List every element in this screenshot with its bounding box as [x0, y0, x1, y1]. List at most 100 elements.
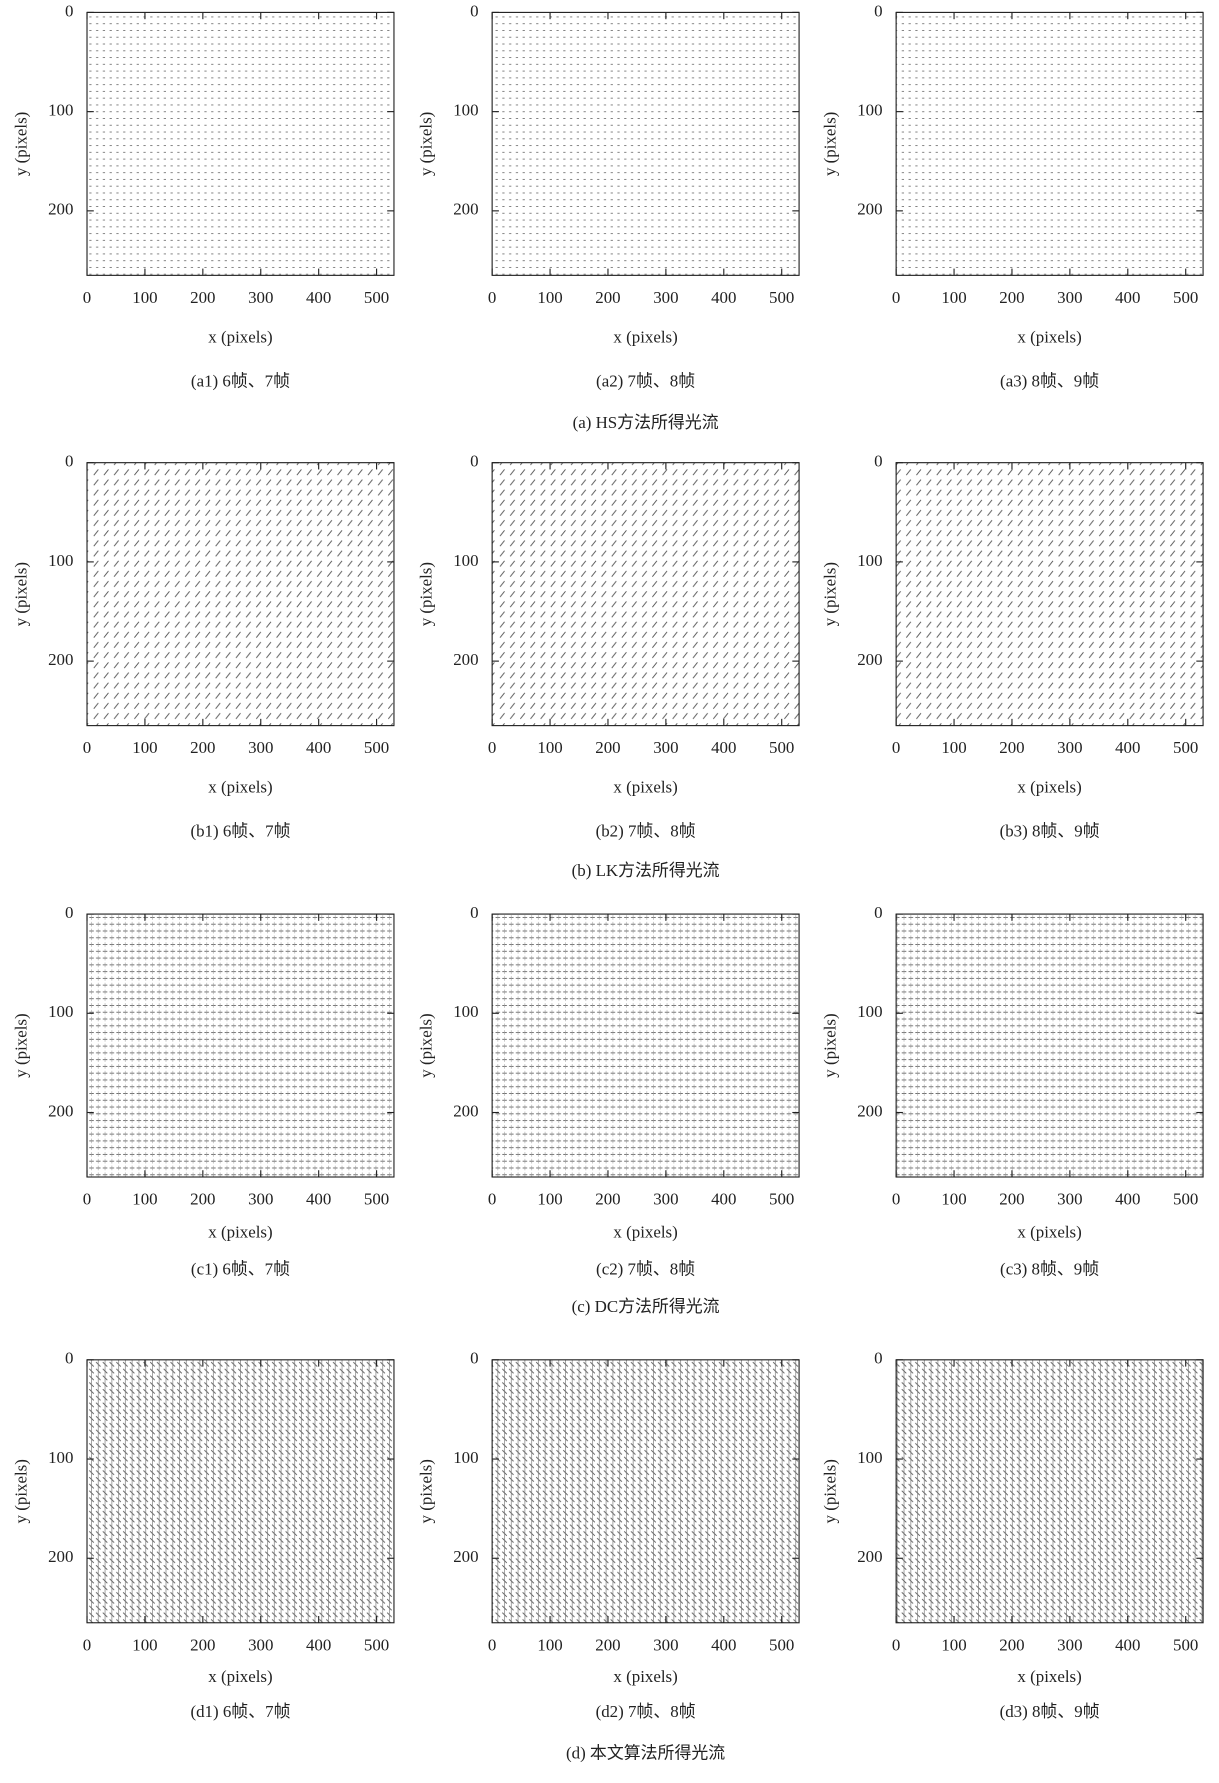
y-tick-label: 200	[48, 1547, 73, 1566]
x-axis-label: x (pixels)	[1017, 1667, 1081, 1686]
y-axis-label: y (pixels)	[417, 1459, 436, 1523]
x-tick-label: 200	[595, 1635, 620, 1654]
panel-caption: (d1) 6帧、7帧	[190, 1702, 290, 1721]
group-caption: (a) HS方法所得光流	[573, 413, 719, 432]
group-caption: (d) 本文算法所得光流	[566, 1744, 725, 1763]
x-tick-label: 500	[769, 738, 794, 757]
figure: 0 100 200 300 400 500 0 100 200 x (pixels) y (pixe…	[0, 0, 1219, 1783]
x-tick-label: 500	[769, 288, 794, 307]
vector-field	[492, 463, 799, 726]
y-tick-label: 100	[48, 551, 73, 570]
x-tick-label: 100	[132, 1190, 157, 1209]
x-tick-label: 0	[892, 288, 900, 307]
y-tick-label: 0	[874, 903, 882, 922]
panel-caption: (d2) 7帧、8帧	[596, 1702, 696, 1721]
x-tick-label: 300	[248, 1190, 273, 1209]
x-axis-label: x (pixels)	[613, 1667, 677, 1686]
x-tick-label: 300	[248, 1635, 273, 1654]
panel-caption: (a2) 7帧、8帧	[596, 371, 695, 390]
x-tick-label: 500	[1173, 738, 1198, 757]
x-tick-label: 300	[653, 1190, 678, 1209]
vector-field	[87, 12, 394, 275]
x-tick-label: 300	[1057, 1635, 1082, 1654]
x-tick-label: 400	[711, 288, 736, 307]
group-caption: (c) DC方法所得光流	[572, 1297, 720, 1316]
x-tick-label: 300	[653, 1635, 678, 1654]
panel-caption: (a1) 6帧、7帧	[191, 371, 290, 390]
x-tick-label: 100	[941, 1635, 966, 1654]
vector-field	[896, 463, 1203, 726]
group-caption: (b) LK方法所得光流	[572, 861, 720, 880]
y-tick-label: 200	[48, 200, 73, 219]
x-tick-label: 200	[999, 738, 1024, 757]
x-tick-label: 0	[488, 1635, 496, 1654]
x-tick-label: 500	[1173, 288, 1198, 307]
panel-caption: (c1) 6帧、7帧	[191, 1260, 290, 1279]
y-tick-label: 100	[857, 1448, 882, 1467]
y-tick-label: 100	[453, 1002, 478, 1021]
y-tick-label: 200	[453, 1547, 478, 1566]
x-tick-label: 100	[132, 1635, 157, 1654]
x-tick-label: 0	[83, 1190, 91, 1209]
y-tick-label: 0	[470, 1349, 478, 1368]
y-tick-label: 100	[857, 101, 882, 120]
vector-field	[87, 1360, 394, 1623]
x-tick-label: 300	[653, 738, 678, 757]
y-axis-label: y (pixels)	[12, 1013, 31, 1077]
x-tick-label: 400	[711, 738, 736, 757]
x-tick-label: 200	[595, 288, 620, 307]
y-tick-label: 0	[470, 1, 478, 20]
x-tick-label: 200	[595, 738, 620, 757]
x-tick-label: 500	[364, 1190, 389, 1209]
y-tick-label: 100	[453, 1448, 478, 1467]
x-tick-label: 500	[364, 738, 389, 757]
y-tick-label: 200	[857, 650, 882, 669]
x-axis-label: x (pixels)	[1017, 778, 1081, 797]
vector-field	[896, 1360, 1203, 1623]
y-tick-label: 100	[857, 551, 882, 570]
y-axis-label: y (pixels)	[821, 1013, 840, 1077]
x-tick-label: 300	[1057, 288, 1082, 307]
y-tick-label: 100	[453, 551, 478, 570]
x-tick-label: 0	[83, 288, 91, 307]
panel-caption: (d3) 8帧、9帧	[1000, 1702, 1100, 1721]
y-tick-label: 200	[857, 200, 882, 219]
x-tick-label: 400	[306, 738, 331, 757]
y-axis-label: y (pixels)	[12, 562, 31, 626]
x-axis-label: x (pixels)	[613, 778, 677, 797]
x-axis-label: x (pixels)	[208, 327, 272, 346]
x-tick-label: 400	[711, 1190, 736, 1209]
y-axis-label: y (pixels)	[417, 1013, 436, 1077]
x-tick-label: 0	[892, 1635, 900, 1654]
x-tick-label: 300	[248, 288, 273, 307]
y-tick-label: 0	[470, 903, 478, 922]
vector-field	[896, 12, 1203, 275]
y-tick-label: 100	[48, 1448, 73, 1467]
x-tick-label: 500	[769, 1190, 794, 1209]
y-axis-label: y (pixels)	[821, 1459, 840, 1523]
x-tick-label: 200	[999, 288, 1024, 307]
y-tick-label: 200	[857, 1547, 882, 1566]
panel-caption: (b2) 7帧、8帧	[596, 822, 696, 841]
x-tick-label: 200	[190, 1635, 215, 1654]
x-tick-label: 100	[537, 1635, 562, 1654]
x-tick-label: 200	[190, 288, 215, 307]
y-tick-label: 100	[453, 101, 478, 120]
x-tick-label: 100	[537, 288, 562, 307]
y-axis-label: y (pixels)	[821, 562, 840, 626]
y-axis-label: y (pixels)	[12, 1459, 31, 1523]
y-tick-label: 0	[470, 452, 478, 471]
y-tick-label: 0	[65, 903, 73, 922]
x-tick-label: 400	[1115, 738, 1140, 757]
x-tick-label: 300	[1057, 738, 1082, 757]
x-tick-label: 100	[941, 738, 966, 757]
vector-field	[492, 914, 799, 1177]
x-tick-label: 500	[364, 1635, 389, 1654]
x-tick-label: 100	[537, 738, 562, 757]
y-tick-label: 200	[453, 650, 478, 669]
x-tick-label: 0	[488, 738, 496, 757]
y-tick-label: 0	[65, 1, 73, 20]
x-tick-label: 100	[941, 288, 966, 307]
x-tick-label: 200	[595, 1190, 620, 1209]
x-tick-label: 400	[1115, 1635, 1140, 1654]
